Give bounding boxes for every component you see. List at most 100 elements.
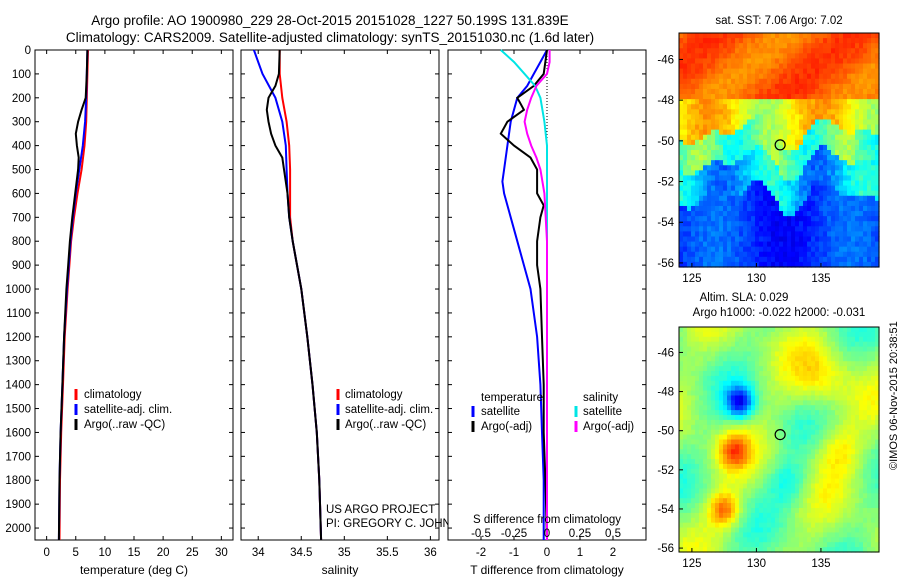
- map-cell: [703, 251, 708, 258]
- map-cell: [875, 83, 880, 90]
- map-cell: [851, 211, 856, 217]
- map-cell: [759, 200, 764, 207]
- map-cell: [811, 119, 816, 126]
- map-cell: [731, 160, 736, 166]
- map-cell: [691, 507, 696, 514]
- map-cell: [703, 88, 708, 95]
- map-cell: [683, 246, 688, 253]
- map-cell: [783, 395, 788, 401]
- map-cell: [827, 200, 832, 207]
- map-cell: [783, 424, 788, 431]
- map-cell: [783, 211, 788, 217]
- map-cell: [751, 512, 756, 519]
- map-cell: [815, 366, 820, 372]
- map-cell: [867, 119, 872, 126]
- map-cell: [843, 180, 848, 187]
- map-cell: [763, 211, 768, 217]
- y-tick-label: 400: [12, 141, 31, 153]
- map-cell: [683, 444, 688, 450]
- map-cell: [775, 424, 780, 431]
- map-cell: [795, 356, 800, 362]
- map-cell: [795, 231, 800, 238]
- map-cell: [699, 155, 704, 161]
- map-cell: [699, 366, 704, 372]
- map-cell: [827, 195, 832, 202]
- map-cell: [827, 478, 832, 485]
- map-cell: [851, 419, 856, 426]
- map-cell: [875, 180, 880, 187]
- map-cell: [787, 410, 792, 416]
- map-cell: [819, 419, 824, 426]
- map-cell: [791, 449, 796, 455]
- map-cell: [831, 119, 836, 126]
- map-cell: [699, 517, 704, 524]
- map-cell: [727, 503, 732, 509]
- map-cell: [799, 493, 804, 499]
- map-cell: [747, 99, 752, 105]
- map-cell: [759, 517, 764, 524]
- map-cell: [735, 43, 740, 49]
- map-cell: [875, 424, 880, 431]
- map-cell: [683, 390, 688, 397]
- map-cell: [723, 532, 728, 538]
- map-cell: [775, 517, 780, 524]
- map-cell: [807, 48, 812, 54]
- map-cell: [767, 48, 772, 54]
- map-cell: [859, 434, 864, 441]
- map-cell: [751, 139, 756, 146]
- map-cell: [747, 395, 752, 401]
- map-cell: [787, 478, 792, 485]
- legend-label: satellite-adj. clim.: [345, 404, 433, 416]
- map-cell: [763, 150, 768, 156]
- map-cell: [691, 444, 696, 450]
- map-cell: [779, 88, 784, 95]
- map-cell: [679, 73, 684, 80]
- map-cell: [823, 424, 828, 431]
- map-cell: [847, 190, 852, 197]
- map-cell: [747, 503, 752, 509]
- map-cell: [819, 331, 824, 338]
- map-cell: [739, 78, 744, 85]
- map-cell: [783, 507, 788, 514]
- map-cell: [715, 241, 720, 248]
- map-cell: [727, 226, 732, 232]
- map-cell: [771, 170, 776, 177]
- map-cell: [755, 221, 760, 227]
- map-cell: [779, 119, 784, 126]
- map-cell: [771, 144, 776, 151]
- map-cell: [743, 68, 748, 75]
- map-cell: [787, 53, 792, 60]
- map-cell: [703, 327, 708, 333]
- map-cell: [699, 473, 704, 480]
- map-cell: [787, 463, 792, 470]
- map-cell: [815, 547, 820, 553]
- map-cell: [715, 424, 720, 431]
- map-cell: [871, 216, 876, 222]
- map-cell: [771, 503, 776, 509]
- map-cell: [851, 449, 856, 455]
- map-cell: [763, 43, 768, 49]
- map-cell: [695, 129, 700, 136]
- map-cell: [835, 449, 840, 455]
- map-cell: [727, 170, 732, 177]
- plot-frame: [34, 49, 234, 541]
- map-cell: [699, 88, 704, 95]
- map-cell: [875, 366, 880, 372]
- map-cell: [799, 503, 804, 509]
- map-cell: [775, 468, 780, 475]
- map-cell: [867, 498, 872, 504]
- map-cell: [799, 241, 804, 248]
- map-cell: [875, 346, 880, 353]
- map-cell: [703, 200, 708, 207]
- map-cell: [823, 449, 828, 455]
- map-cell: [731, 119, 736, 126]
- map-cell: [875, 375, 880, 382]
- map-cell: [711, 129, 716, 136]
- map-cell: [803, 205, 808, 212]
- map-cell: [835, 261, 840, 268]
- map-cell: [831, 512, 836, 519]
- map-cell: [827, 400, 832, 406]
- map-cell: [823, 385, 828, 392]
- map-cell: [779, 327, 784, 333]
- map-cell: [739, 371, 744, 377]
